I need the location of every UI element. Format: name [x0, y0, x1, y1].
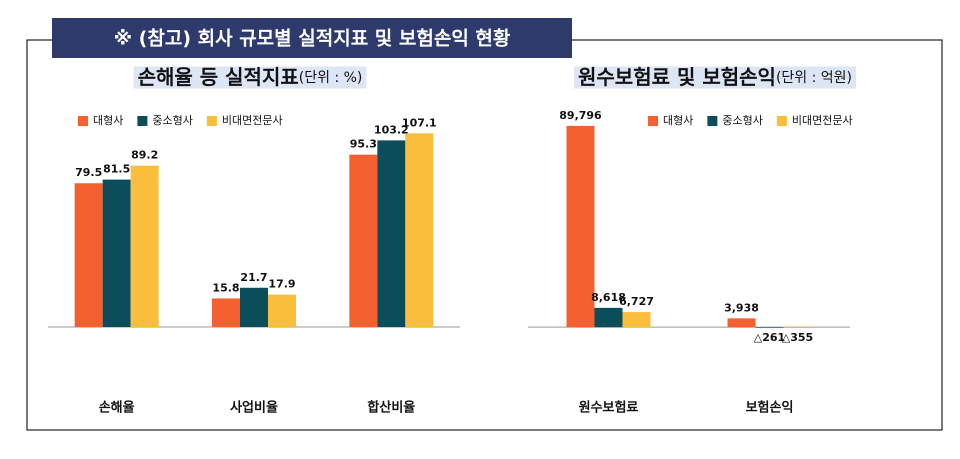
- legend-swatch: [137, 116, 148, 126]
- bar: [74, 183, 103, 327]
- legend-swatch: [206, 116, 217, 126]
- bar: [727, 318, 756, 328]
- value-label: 89,796: [559, 109, 602, 122]
- chart-title-main: 원수보험료 및 보험손익: [578, 65, 776, 89]
- value-label: 21.7: [240, 271, 267, 284]
- x-tick-label: 합산비율: [367, 400, 415, 416]
- value-label: 6,727: [619, 295, 654, 308]
- legend-label: 비대면전문사: [222, 114, 283, 127]
- bar: [755, 327, 784, 328]
- legend-label: 중소형사: [722, 114, 762, 127]
- value-label: 79.5: [75, 166, 102, 179]
- bar: [240, 287, 268, 327]
- header-box: [52, 18, 572, 58]
- value-label: △355: [782, 331, 813, 344]
- chart-subtitle: (단위 : 억원): [776, 70, 852, 86]
- bar: [268, 294, 296, 327]
- legend-swatch: [78, 116, 88, 126]
- bar: [783, 327, 812, 328]
- header-title: ※ (참고) 회사 규모별 실적지표 및 보험손익 현황: [114, 27, 511, 50]
- x-tick-label: 손해율: [99, 400, 135, 416]
- value-label: 103.2: [374, 123, 409, 136]
- chart-title: 원수보험료 및 보험손익(단위 : 억원): [578, 65, 852, 89]
- bar: [594, 307, 623, 328]
- bar: [377, 140, 406, 327]
- value-label: 8,618: [591, 291, 626, 304]
- frame: [26, 39, 943, 431]
- value-label: 3,938: [724, 301, 759, 314]
- legend-label: 대형사: [663, 114, 693, 127]
- legend-label: 중소형사: [152, 114, 192, 127]
- bar: [622, 312, 651, 328]
- legend-label: 비대면전문사: [792, 114, 853, 127]
- title-highlight: [574, 66, 856, 89]
- legend-swatch: [707, 116, 718, 126]
- bar: [130, 165, 159, 327]
- value-label: △261: [754, 331, 785, 344]
- chart-title: 손해율 등 실적지표(단위 : %): [138, 65, 363, 89]
- legend-swatch: [776, 116, 787, 126]
- value-label: 107.1: [402, 116, 437, 129]
- legend-swatch: [648, 116, 658, 126]
- value-label: 89.2: [131, 149, 158, 162]
- bar: [405, 133, 434, 327]
- chart-subtitle: (단위 : %): [299, 70, 363, 86]
- value-label: 95.3: [350, 138, 377, 151]
- legend-label: 대형사: [93, 114, 123, 127]
- value-label: 15.8: [212, 281, 239, 294]
- x-tick-label: 사업비율: [230, 400, 278, 416]
- x-tick-label: 보험손익: [746, 400, 794, 416]
- value-label: 17.9: [268, 278, 295, 291]
- bar: [102, 179, 131, 327]
- chart-title-main: 손해율 등 실적지표: [138, 65, 299, 89]
- x-tick-label: 원수보험료: [579, 400, 639, 416]
- bar: [566, 125, 595, 328]
- bar: [212, 298, 240, 327]
- bar: [349, 154, 378, 327]
- title-highlight: [133, 66, 367, 89]
- value-label: 81.5: [103, 163, 130, 176]
